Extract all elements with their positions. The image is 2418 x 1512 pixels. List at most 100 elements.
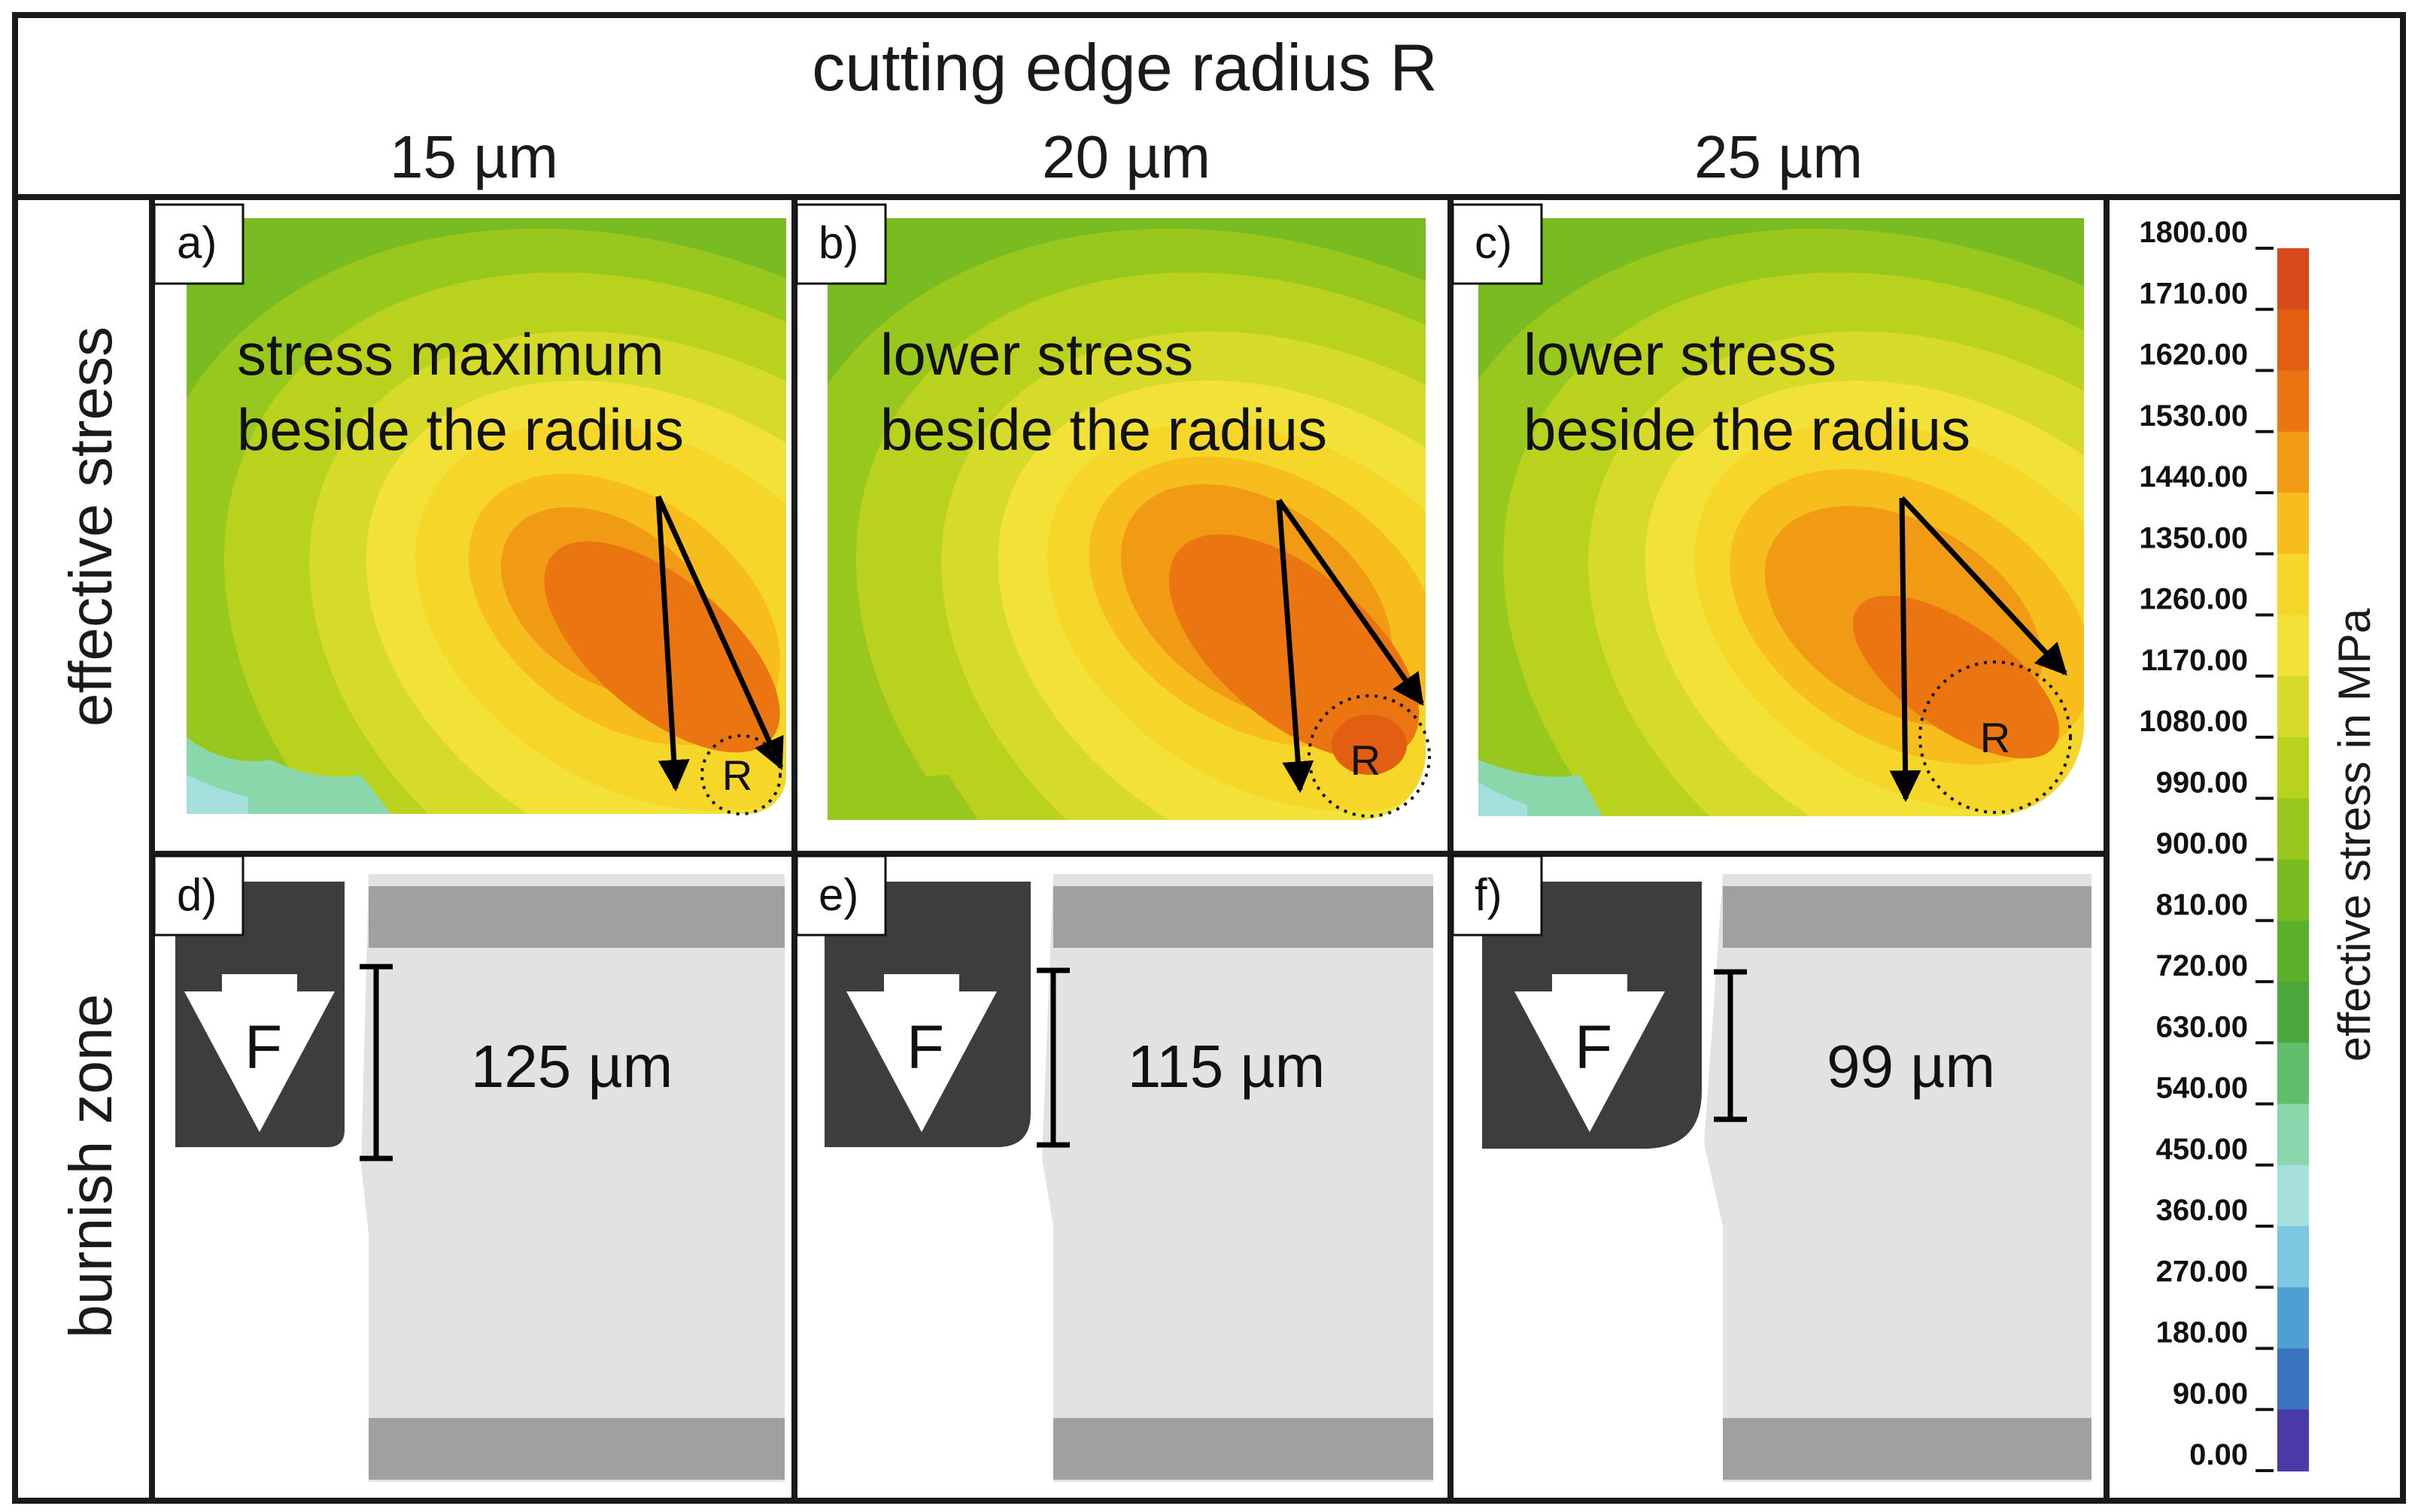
row-label-effective-stress: effective stress xyxy=(57,326,124,727)
panel-label-f: f) xyxy=(1475,870,1502,920)
scale-band xyxy=(2277,1348,2309,1410)
stress-arrow-a1 xyxy=(655,496,690,792)
scale-band xyxy=(2277,431,2309,494)
stress-arrow-c2 xyxy=(1900,496,2067,676)
radius-circle-b xyxy=(1308,694,1431,818)
scale-band xyxy=(2277,1104,2309,1166)
scale-tick-label: 0.00 xyxy=(2189,1438,2248,1471)
force-arrow-f xyxy=(1514,974,1665,1132)
column-header-25: 25 µm xyxy=(1694,123,1863,190)
scale-band xyxy=(2277,1043,2309,1105)
stress-arrow-b1 xyxy=(1276,499,1314,794)
stress-annotation-b-line2: beside the radius xyxy=(880,396,1327,463)
panel-label-e: e) xyxy=(819,870,858,920)
scale-tick-label: 1440.00 xyxy=(2139,460,2248,493)
scale-band xyxy=(2277,248,2309,311)
stress-panel-a: a) stress maximum beside the radius R xyxy=(153,203,786,815)
scale-tick-label: 1170.00 xyxy=(2141,644,2248,677)
burnish-panel-d: F 125 µm d) xyxy=(153,855,785,1482)
radius-circle-a xyxy=(700,734,782,815)
header-title: cutting edge radius R xyxy=(812,30,1438,105)
scale-tick-label: 810.00 xyxy=(2156,888,2248,921)
force-arrow-e xyxy=(846,974,997,1132)
scale-title: effective stress in MPa xyxy=(2329,608,2380,1061)
stress-panel-b: b) lower stress beside the radius R xyxy=(795,203,1431,820)
stress-annotation-a-line1: stress maximum xyxy=(237,321,664,387)
scale-band xyxy=(2277,1287,2309,1350)
stress-arrow-c1 xyxy=(1889,497,1921,803)
scale-band xyxy=(2277,1226,2309,1289)
scale-tick-label: 1260.00 xyxy=(2139,583,2248,616)
burnish-value-f: 99 µm xyxy=(1827,1033,1995,1100)
scale-tick-label: 1530.00 xyxy=(2139,399,2248,433)
scale-tick-label: 360.00 xyxy=(2156,1194,2248,1227)
column-header-20: 20 µm xyxy=(1042,123,1211,190)
scale-tick-label: 1350.00 xyxy=(2139,521,2248,554)
radius-marker-c: R xyxy=(1980,714,2010,761)
scale-tick-label: 450.00 xyxy=(2156,1133,2248,1166)
force-label-d: F xyxy=(245,1013,282,1082)
panel-label-b: b) xyxy=(819,217,858,268)
clamp-top-e xyxy=(1053,886,1433,948)
burnish-bracket-d xyxy=(360,964,393,1161)
clamp-bottom-f xyxy=(1723,1418,2091,1480)
scale-band xyxy=(2277,737,2309,800)
scale-band xyxy=(2277,920,2309,983)
panel-label-c: c) xyxy=(1475,217,1512,268)
scale-tick-label: 1080.00 xyxy=(2139,705,2248,738)
panel-label-d: d) xyxy=(177,870,217,920)
clamp-top-f xyxy=(1723,886,2091,948)
burnish-panel-e: F 115 µm e) xyxy=(795,855,1433,1482)
clamp-bottom-e xyxy=(1053,1418,1433,1480)
scale-band xyxy=(2277,309,2309,372)
stress-annotation-c-line1: lower stress xyxy=(1523,321,1836,387)
scale-tick-label: 1710.00 xyxy=(2139,277,2248,310)
scale-tick-label: 180.00 xyxy=(2156,1316,2248,1350)
stress-arrow-a2 xyxy=(655,495,784,770)
burnish-panel-f: F 99 µm f) xyxy=(1451,855,2091,1482)
burnish-value-d: 125 µm xyxy=(471,1033,673,1100)
burnish-value-e: 115 µm xyxy=(1128,1033,1326,1100)
scale-tick-label: 1800.00 xyxy=(2139,216,2248,249)
scale-tick-label: 540.00 xyxy=(2156,1072,2248,1105)
scale-band xyxy=(2277,798,2309,861)
scale-band xyxy=(2277,554,2309,616)
scale-tick-label: 270.00 xyxy=(2156,1255,2248,1288)
scale-tick-label: 1620.00 xyxy=(2139,339,2248,372)
stress-panel-c: c) lower stress beside the radius R xyxy=(1451,203,2084,816)
workpiece-f xyxy=(1704,874,2091,1482)
stress-color-scale xyxy=(2277,248,2309,1472)
panel-label-a: a) xyxy=(177,217,217,268)
stress-annotation-b-line1: lower stress xyxy=(880,321,1193,387)
scale-tick-label: 90.00 xyxy=(2173,1377,2248,1410)
scale-band xyxy=(2277,1164,2309,1228)
scale-band xyxy=(2277,615,2309,677)
scale-tick-label: 630.00 xyxy=(2156,1010,2248,1043)
figure-frame xyxy=(12,12,2406,1504)
scale-band xyxy=(2277,676,2309,739)
scale-band xyxy=(2277,1409,2309,1472)
radius-marker-b: R xyxy=(1350,736,1381,784)
scale-tick-label: 990.00 xyxy=(2156,766,2248,799)
scale-tick-label: 720.00 xyxy=(2156,949,2248,982)
scale-band xyxy=(2277,493,2309,555)
clamp-top-d xyxy=(369,886,785,948)
row-label-burnish-zone: burnish zone xyxy=(57,994,124,1338)
stress-annotation-a-line2: beside the radius xyxy=(237,396,684,463)
stress-annotation-c-line2: beside the radius xyxy=(1523,396,1970,463)
workpiece-d xyxy=(361,874,785,1482)
stress-arrow-b2 xyxy=(1277,498,1424,706)
scale-tick-label: 900.00 xyxy=(2156,827,2248,861)
clamp-bottom-d xyxy=(369,1418,785,1480)
workpiece-e xyxy=(1042,874,1433,1482)
scale-band xyxy=(2277,859,2309,921)
stress-scale-ticks: 1800.00 1710.00 1620.00 1530.00 1440.00 1350.… xyxy=(2139,216,2274,1472)
force-arrow-d xyxy=(184,974,335,1132)
scale-band xyxy=(2277,370,2309,433)
force-label-f: F xyxy=(1575,1013,1612,1082)
burnish-bracket-f xyxy=(1714,969,1747,1122)
scale-band xyxy=(2277,982,2309,1044)
burnish-bracket-e xyxy=(1037,967,1070,1148)
radius-circle-c xyxy=(1918,660,2072,814)
